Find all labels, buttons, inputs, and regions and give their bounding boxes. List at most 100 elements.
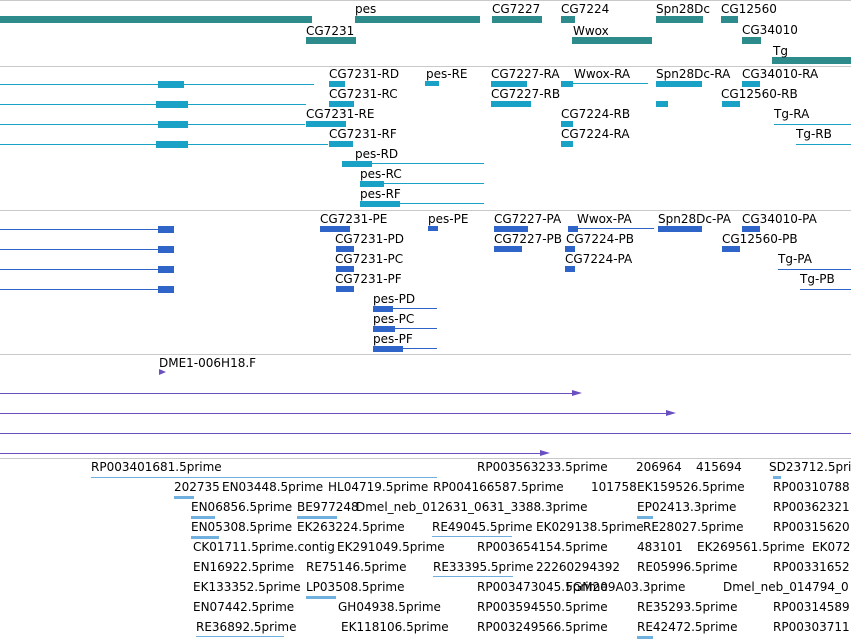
est-label[interactable]: RP003401681.5prime xyxy=(91,460,222,474)
transcript-exon[interactable] xyxy=(491,101,531,107)
transcript-label[interactable]: CG7227-RA xyxy=(491,67,560,81)
gene-feature[interactable] xyxy=(0,16,312,23)
protein-block[interactable] xyxy=(158,246,174,253)
est-label[interactable]: EP02413.3prime xyxy=(637,500,737,514)
est-label[interactable]: RE49045.5prime xyxy=(432,520,533,534)
est-label[interactable]: EN03448.5prime xyxy=(222,480,324,494)
protein-block[interactable] xyxy=(320,226,350,232)
gene-label[interactable]: Spn28Dc xyxy=(656,2,710,16)
est-label[interactable]: SD23712.5prime xyxy=(769,460,851,474)
est-label[interactable]: RE75146.5prime xyxy=(306,560,407,574)
clone-line[interactable] xyxy=(0,413,670,414)
transcript-exon[interactable] xyxy=(561,81,573,87)
est-feature[interactable] xyxy=(174,496,194,499)
transcript-exon[interactable] xyxy=(158,81,184,88)
est-label[interactable]: EK072 xyxy=(812,540,851,554)
est-feature[interactable] xyxy=(432,536,512,537)
transcript-exon[interactable] xyxy=(425,81,439,86)
protein-label[interactable]: CG34010-PA xyxy=(742,212,817,226)
gene-feature[interactable] xyxy=(492,16,542,23)
est-feature[interactable] xyxy=(297,516,337,519)
protein-block[interactable] xyxy=(336,266,354,272)
protein-label[interactable]: CG7231-PF xyxy=(335,272,402,286)
gene-feature[interactable] xyxy=(772,57,851,64)
est-label[interactable]: RP00315620 xyxy=(773,520,850,534)
protein-block[interactable] xyxy=(336,286,354,292)
est-label[interactable]: Dmel_neb_012631_0631_3388.3prime xyxy=(356,500,588,514)
gene-feature[interactable] xyxy=(572,37,652,44)
clone-line[interactable] xyxy=(0,453,544,454)
transcript-exon[interactable] xyxy=(561,121,573,127)
protein-label[interactable]: CG7227-PB xyxy=(494,232,563,246)
est-label[interactable]: GH04938.5prime xyxy=(338,600,441,614)
protein-label[interactable]: CG7231-PC xyxy=(335,252,404,266)
gene-label[interactable]: CG12560 xyxy=(721,2,777,16)
est-feature[interactable] xyxy=(433,576,513,577)
protein-block[interactable] xyxy=(158,286,174,293)
est-label[interactable]: EK263224.5prime xyxy=(297,520,405,534)
protein-block[interactable] xyxy=(742,226,760,232)
est-label[interactable]: RE05996.5prime xyxy=(637,560,738,574)
protein-label[interactable]: CG7231-PE xyxy=(320,212,388,226)
est-label[interactable]: EK269561.5prime xyxy=(697,540,805,554)
est-label[interactable]: RE36892.5prime xyxy=(196,620,297,634)
est-label[interactable]: RE28027.5prime xyxy=(643,520,744,534)
protein-block[interactable] xyxy=(568,226,578,232)
transcript-exon[interactable] xyxy=(722,101,740,107)
est-label[interactable]: RP003473045.5prime xyxy=(477,580,608,594)
est-label[interactable]: 415694 xyxy=(696,460,742,474)
protein-block[interactable] xyxy=(565,266,575,272)
est-label[interactable]: 206964 xyxy=(636,460,682,474)
transcript-exon[interactable] xyxy=(329,81,345,87)
transcript-label[interactable]: CG7231-RE xyxy=(306,107,375,121)
gene-label[interactable]: CG34010 xyxy=(742,23,798,37)
protein-label[interactable]: CG7224-PA xyxy=(565,252,633,266)
protein-label[interactable]: pes-PC xyxy=(373,312,415,326)
est-label[interactable]: RP003249566.5prime xyxy=(477,620,608,634)
transcript-label[interactable]: CG7231-RC xyxy=(329,87,398,101)
clone-line[interactable] xyxy=(0,393,576,394)
transcript-label[interactable]: Wwox-RA xyxy=(574,67,631,81)
transcript-label[interactable]: Tg-RB xyxy=(796,127,832,141)
transcript-exon[interactable] xyxy=(329,101,354,107)
transcript-label[interactable]: Tg-RA xyxy=(774,107,810,121)
gene-label[interactable]: CG7227 xyxy=(492,2,541,16)
transcript-exon[interactable] xyxy=(156,101,188,108)
est-label[interactable]: EK291049.5prime xyxy=(337,540,445,554)
gene-feature[interactable] xyxy=(561,16,575,23)
transcript-exon[interactable] xyxy=(342,161,372,167)
est-label[interactable]: 22260294392 xyxy=(536,560,620,574)
protein-label[interactable]: CG7231-PD xyxy=(335,232,405,246)
est-label[interactable]: EK133352.5prime xyxy=(193,580,301,594)
protein-label[interactable]: Wwox-PA xyxy=(577,212,632,226)
est-label[interactable]: RE33395.5prime xyxy=(433,560,534,574)
est-label[interactable]: RP003563233.5prime xyxy=(477,460,608,474)
transcript-label[interactable]: CG7224-RB xyxy=(561,107,631,121)
clone-arrow-icon[interactable] xyxy=(159,369,166,375)
protein-label[interactable]: Tg-PA xyxy=(778,252,812,266)
transcript-label[interactable]: CG12560-RB xyxy=(721,87,798,101)
transcript-exon[interactable] xyxy=(360,181,384,187)
est-label[interactable]: RP00310788 xyxy=(773,480,850,494)
transcript-label[interactable]: CG7224-RA xyxy=(561,127,630,141)
gene-feature[interactable] xyxy=(721,16,738,23)
transcript-label[interactable]: CG7227-RB xyxy=(491,87,561,101)
est-label[interactable]: RP00303711 xyxy=(773,620,850,634)
protein-block[interactable] xyxy=(373,306,393,312)
est-label[interactable]: FGM209A03.3prime xyxy=(566,580,686,594)
transcript-exon[interactable] xyxy=(656,101,668,107)
est-label[interactable]: Dmel_neb_014794_0 xyxy=(723,580,849,594)
est-feature[interactable] xyxy=(196,636,284,637)
protein-label[interactable]: pes-PF xyxy=(373,332,413,346)
transcript-label[interactable]: CG34010-RA xyxy=(742,67,819,81)
transcript-exon[interactable] xyxy=(360,201,400,207)
gene-feature[interactable] xyxy=(306,37,356,44)
est-label[interactable]: CK01711.5prime.contig xyxy=(193,540,335,554)
protein-block[interactable] xyxy=(494,246,522,252)
gene-label[interactable]: pes xyxy=(355,2,377,16)
gene-feature[interactable] xyxy=(656,16,703,23)
est-label[interactable]: RP00331652 xyxy=(773,560,850,574)
clone-line[interactable] xyxy=(0,433,851,434)
transcript-exon[interactable] xyxy=(742,81,760,87)
gene-feature[interactable] xyxy=(742,37,761,44)
